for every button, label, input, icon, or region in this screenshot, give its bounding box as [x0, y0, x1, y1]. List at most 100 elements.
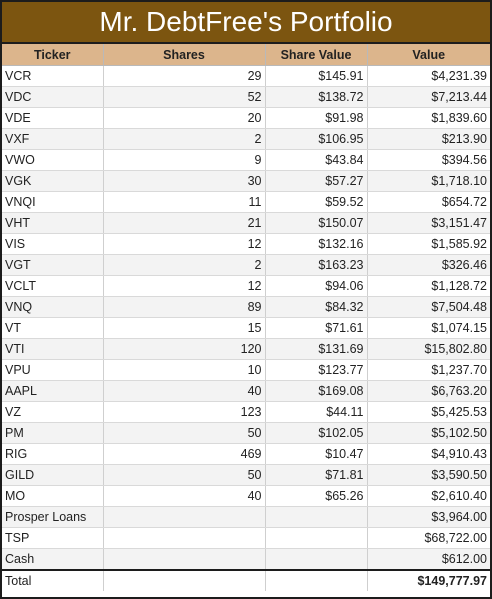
- total-shares-cell[interactable]: [102, 569, 265, 591]
- shares-cell[interactable]: 469: [102, 443, 265, 465]
- shares-cell[interactable]: 50: [102, 422, 265, 444]
- share-value-cell[interactable]: $131.69: [264, 338, 367, 360]
- value-cell[interactable]: $1,839.60: [366, 107, 490, 129]
- shares-cell[interactable]: 12: [102, 275, 265, 297]
- ticker-cell[interactable]: VXF: [2, 128, 103, 150]
- shares-cell[interactable]: 20: [102, 107, 265, 129]
- ticker-cell[interactable]: RIG: [2, 443, 103, 465]
- shares-cell[interactable]: [102, 527, 265, 549]
- value-cell[interactable]: $2,610.40: [366, 485, 490, 507]
- shares-cell[interactable]: [102, 548, 265, 571]
- shares-cell[interactable]: 40: [102, 485, 265, 507]
- ticker-cell[interactable]: VTI: [2, 338, 103, 360]
- value-cell[interactable]: $1,585.92: [366, 233, 490, 255]
- value-cell[interactable]: $68,722.00: [366, 527, 490, 549]
- column-header-value[interactable]: Value: [366, 44, 490, 66]
- shares-cell[interactable]: 123: [102, 401, 265, 423]
- ticker-cell[interactable]: AAPL: [2, 380, 103, 402]
- total-value[interactable]: $149,777.97: [366, 569, 490, 591]
- share-value-cell[interactable]: $132.16: [264, 233, 367, 255]
- share-value-cell[interactable]: $169.08: [264, 380, 367, 402]
- value-cell[interactable]: $3,590.50: [366, 464, 490, 486]
- share-value-cell[interactable]: $123.77: [264, 359, 367, 381]
- value-cell[interactable]: $612.00: [366, 548, 490, 571]
- ticker-cell[interactable]: VGT: [2, 254, 103, 276]
- ticker-cell[interactable]: VIS: [2, 233, 103, 255]
- value-cell[interactable]: $5,425.53: [366, 401, 490, 423]
- value-cell[interactable]: $15,802.80: [366, 338, 490, 360]
- share-value-cell[interactable]: $91.98: [264, 107, 367, 129]
- value-cell[interactable]: $3,151.47: [366, 212, 490, 234]
- value-cell[interactable]: $654.72: [366, 191, 490, 213]
- shares-cell[interactable]: 10: [102, 359, 265, 381]
- ticker-cell[interactable]: Cash: [2, 548, 103, 571]
- ticker-cell[interactable]: VPU: [2, 359, 103, 381]
- share-value-cell[interactable]: [264, 548, 367, 571]
- value-cell[interactable]: $6,763.20: [366, 380, 490, 402]
- value-cell[interactable]: $5,102.50: [366, 422, 490, 444]
- value-cell[interactable]: $394.56: [366, 149, 490, 171]
- value-cell[interactable]: $326.46: [366, 254, 490, 276]
- ticker-cell[interactable]: VWO: [2, 149, 103, 171]
- share-value-cell[interactable]: $10.47: [264, 443, 367, 465]
- ticker-cell[interactable]: VGK: [2, 170, 103, 192]
- column-header-share-value[interactable]: Share Value: [264, 44, 367, 66]
- ticker-cell[interactable]: VT: [2, 317, 103, 339]
- ticker-cell[interactable]: VDE: [2, 107, 103, 129]
- share-value-cell[interactable]: $163.23: [264, 254, 367, 276]
- value-cell[interactable]: $1,074.15: [366, 317, 490, 339]
- share-value-cell[interactable]: $65.26: [264, 485, 367, 507]
- total-label[interactable]: Total: [2, 569, 103, 591]
- ticker-cell[interactable]: VDC: [2, 86, 103, 108]
- share-value-cell[interactable]: $59.52: [264, 191, 367, 213]
- shares-cell[interactable]: 15: [102, 317, 265, 339]
- value-cell[interactable]: $213.90: [366, 128, 490, 150]
- ticker-cell[interactable]: VNQ: [2, 296, 103, 318]
- value-cell[interactable]: $1,718.10: [366, 170, 490, 192]
- ticker-cell[interactable]: MO: [2, 485, 103, 507]
- total-price-cell[interactable]: [264, 569, 367, 591]
- shares-cell[interactable]: 2: [102, 128, 265, 150]
- share-value-cell[interactable]: $44.11: [264, 401, 367, 423]
- value-cell[interactable]: $7,504.48: [366, 296, 490, 318]
- value-cell[interactable]: $1,237.70: [366, 359, 490, 381]
- value-cell[interactable]: $4,910.43: [366, 443, 490, 465]
- shares-cell[interactable]: 52: [102, 86, 265, 108]
- shares-cell[interactable]: 40: [102, 380, 265, 402]
- ticker-cell[interactable]: VNQI: [2, 191, 103, 213]
- shares-cell[interactable]: 120: [102, 338, 265, 360]
- column-header-shares[interactable]: Shares: [102, 44, 265, 66]
- ticker-cell[interactable]: VCLT: [2, 275, 103, 297]
- share-value-cell[interactable]: $71.61: [264, 317, 367, 339]
- shares-cell[interactable]: 2: [102, 254, 265, 276]
- share-value-cell[interactable]: $106.95: [264, 128, 367, 150]
- value-cell[interactable]: $4,231.39: [366, 65, 490, 87]
- shares-cell[interactable]: 30: [102, 170, 265, 192]
- ticker-cell[interactable]: GILD: [2, 464, 103, 486]
- share-value-cell[interactable]: $138.72: [264, 86, 367, 108]
- ticker-cell[interactable]: VCR: [2, 65, 103, 87]
- ticker-cell[interactable]: VZ: [2, 401, 103, 423]
- share-value-cell[interactable]: $84.32: [264, 296, 367, 318]
- value-cell[interactable]: $1,128.72: [366, 275, 490, 297]
- shares-cell[interactable]: 9: [102, 149, 265, 171]
- shares-cell[interactable]: [102, 506, 265, 528]
- share-value-cell[interactable]: $57.27: [264, 170, 367, 192]
- share-value-cell[interactable]: $102.05: [264, 422, 367, 444]
- share-value-cell[interactable]: [264, 506, 367, 528]
- shares-cell[interactable]: 21: [102, 212, 265, 234]
- shares-cell[interactable]: 29: [102, 65, 265, 87]
- value-cell[interactable]: $7,213.44: [366, 86, 490, 108]
- shares-cell[interactable]: 50: [102, 464, 265, 486]
- share-value-cell[interactable]: $71.81: [264, 464, 367, 486]
- shares-cell[interactable]: 11: [102, 191, 265, 213]
- shares-cell[interactable]: 89: [102, 296, 265, 318]
- share-value-cell[interactable]: $145.91: [264, 65, 367, 87]
- share-value-cell[interactable]: $43.84: [264, 149, 367, 171]
- share-value-cell[interactable]: $150.07: [264, 212, 367, 234]
- value-cell[interactable]: $3,964.00: [366, 506, 490, 528]
- share-value-cell[interactable]: $94.06: [264, 275, 367, 297]
- ticker-cell[interactable]: TSP: [2, 527, 103, 549]
- ticker-cell[interactable]: Prosper Loans: [2, 506, 103, 528]
- shares-cell[interactable]: 12: [102, 233, 265, 255]
